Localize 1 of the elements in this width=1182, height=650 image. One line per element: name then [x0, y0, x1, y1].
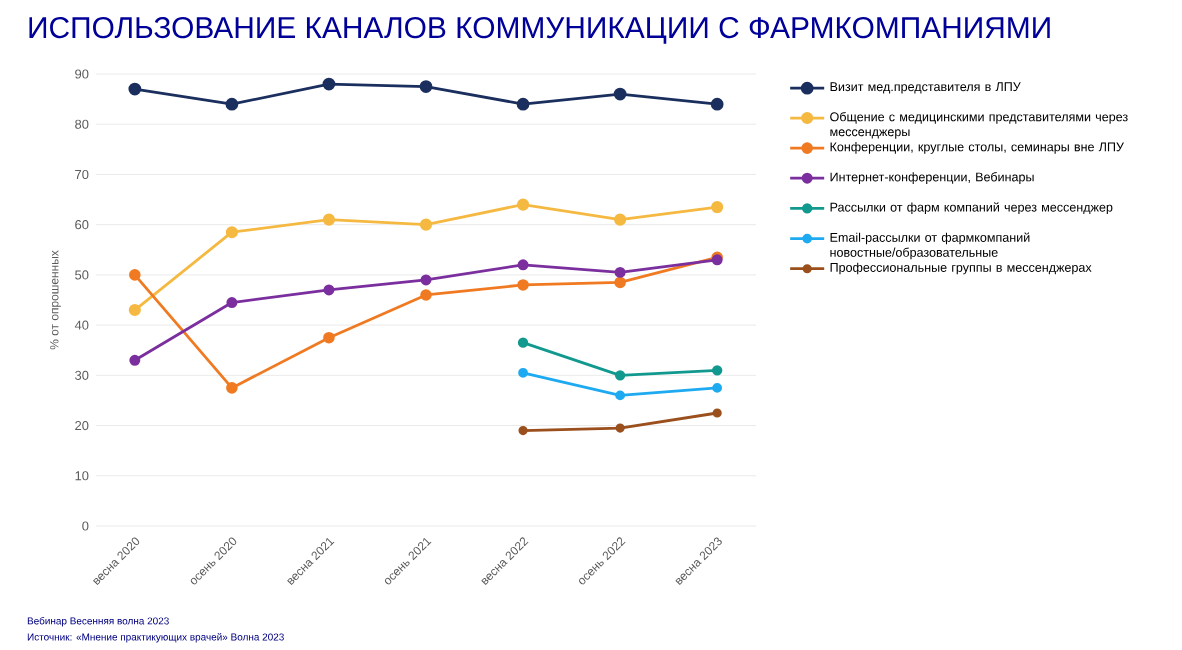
chart-title: ИСПОЛЬЗОВАНИЕ КАНАЛОВ КОММУНИКАЦИИ С ФАРМКОМПАНИЯМИ	[29, 17, 1050, 44]
